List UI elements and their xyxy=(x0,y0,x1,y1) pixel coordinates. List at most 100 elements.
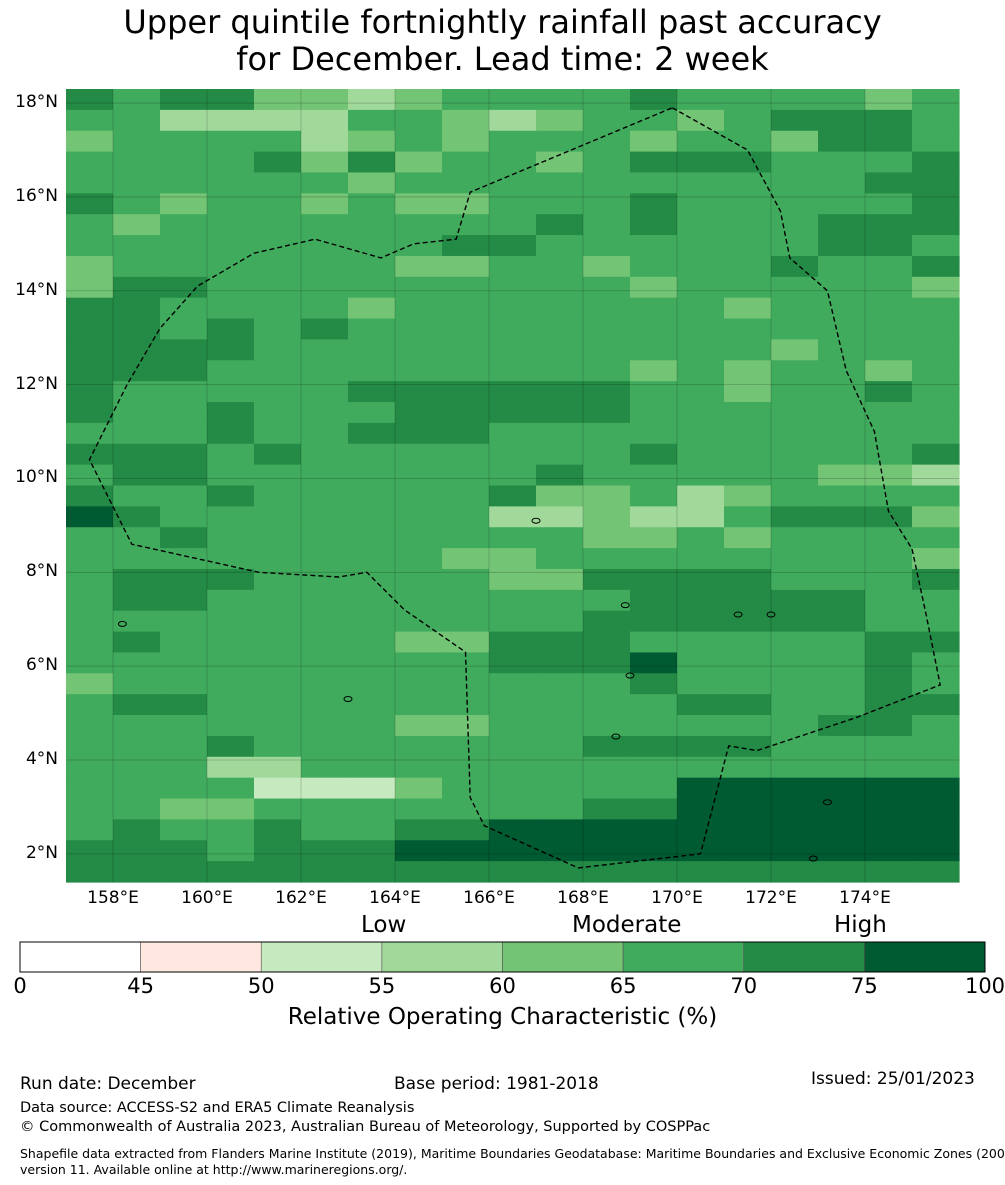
grid-cell xyxy=(66,840,114,862)
run-date: Run date: December xyxy=(20,1074,196,1094)
grid-cell xyxy=(771,360,819,382)
grid-cell xyxy=(207,694,255,716)
grid-cell xyxy=(348,756,396,779)
grid-cell xyxy=(489,276,537,299)
grid-cell xyxy=(818,548,866,570)
grid-cell xyxy=(207,381,255,403)
grid-cell xyxy=(912,610,960,633)
grid-cell xyxy=(630,589,678,612)
grid-cell xyxy=(160,443,208,466)
grid-cell xyxy=(442,193,490,215)
grid-cell xyxy=(254,422,302,445)
grid-cell xyxy=(912,589,960,612)
grid-cell xyxy=(818,673,866,695)
grid-cell xyxy=(677,276,725,299)
grid-cell xyxy=(254,318,302,341)
grid-cell xyxy=(113,589,161,612)
colorbar-title: Relative Operating Characteristic (%) xyxy=(287,1004,718,1030)
grid-cell xyxy=(207,402,255,424)
grid-cell xyxy=(348,798,396,820)
grid-cell xyxy=(113,631,161,654)
grid-cell xyxy=(160,172,208,194)
grid-cell xyxy=(207,276,255,299)
grid-cell xyxy=(724,422,772,445)
grid-cell xyxy=(348,819,396,841)
grid-cell xyxy=(771,840,819,862)
grid-cell xyxy=(630,506,678,528)
grid-cell xyxy=(771,464,819,487)
longitude-tick-label: 174°E xyxy=(839,888,891,908)
grid-cell xyxy=(301,673,349,695)
grid-cell xyxy=(442,297,490,320)
grid-cell xyxy=(583,694,631,716)
grid-cell xyxy=(395,485,443,507)
grid-cell xyxy=(912,443,960,466)
grid-cell xyxy=(160,297,208,320)
grid-cell xyxy=(724,527,772,549)
grid-cell xyxy=(207,130,255,153)
grid-cell xyxy=(677,589,725,612)
grid-cell xyxy=(442,506,490,528)
grid-cell xyxy=(771,235,819,257)
grid-cell xyxy=(348,235,396,257)
grid-cell xyxy=(536,276,584,299)
grid-cell xyxy=(677,89,725,111)
grid-cell xyxy=(677,819,725,841)
grid-cell xyxy=(160,109,208,132)
grid-cell xyxy=(583,276,631,299)
grid-cell xyxy=(536,318,584,341)
grid-cell xyxy=(207,151,255,174)
grid-cell xyxy=(66,360,114,382)
grid-cell xyxy=(865,276,913,299)
grid-cell xyxy=(348,151,396,174)
grid-cell xyxy=(583,360,631,382)
grid-cell xyxy=(630,756,678,779)
grid-cell xyxy=(442,235,490,257)
latitude-tick-label: 2°N xyxy=(25,842,58,863)
grid-cell xyxy=(489,193,537,215)
grid-cell xyxy=(301,214,349,236)
grid-cell xyxy=(301,89,349,111)
grid-cell xyxy=(207,214,255,236)
grid-cell xyxy=(301,610,349,633)
grid-cell xyxy=(301,318,349,341)
grid-cell xyxy=(724,485,772,507)
grid-cell xyxy=(677,610,725,633)
grid-cell xyxy=(724,589,772,612)
grid-cell xyxy=(66,485,114,507)
grid-cell xyxy=(489,610,537,633)
grid-cell xyxy=(724,819,772,841)
grid-cell xyxy=(254,715,302,737)
grid-cell xyxy=(301,798,349,820)
grid-cell xyxy=(724,402,772,424)
grid-cell xyxy=(865,840,913,862)
grid-cell xyxy=(583,130,631,153)
grid-cell xyxy=(442,276,490,299)
grid-cell xyxy=(489,151,537,174)
grid-cell xyxy=(395,318,443,341)
island-outlines xyxy=(117,517,832,862)
grid-cell xyxy=(348,89,396,111)
grid-cell xyxy=(677,631,725,654)
grid-cell xyxy=(66,276,114,299)
grid-cell xyxy=(583,527,631,549)
grid-cell xyxy=(66,402,114,424)
grid-cell xyxy=(536,840,584,862)
grid-cell xyxy=(912,235,960,257)
grid-cell xyxy=(442,756,490,779)
grid-cell xyxy=(677,402,725,424)
grid-cell xyxy=(912,568,960,591)
grid-cell xyxy=(254,255,302,278)
grid-cell xyxy=(489,109,537,132)
grid-cell xyxy=(113,673,161,695)
grid-cell xyxy=(865,318,913,341)
grid-cell xyxy=(536,652,584,674)
grid-cell xyxy=(301,631,349,654)
grid-cell xyxy=(536,568,584,591)
grid-cell xyxy=(113,735,161,758)
grid-cell xyxy=(301,130,349,153)
grid-cell xyxy=(630,318,678,341)
grid-cell xyxy=(818,610,866,633)
grid-cell xyxy=(301,715,349,737)
grid-cell xyxy=(630,464,678,487)
